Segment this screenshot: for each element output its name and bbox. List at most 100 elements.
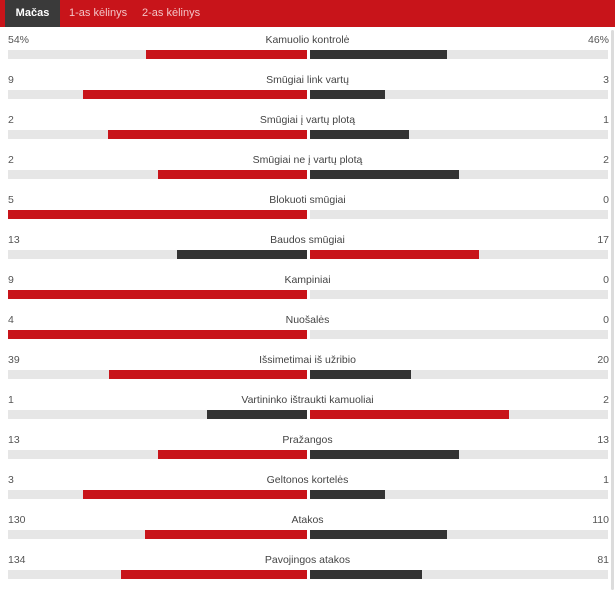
scrollbar[interactable] — [611, 30, 614, 590]
away-value: 13 — [597, 434, 609, 446]
away-value: 17 — [597, 234, 609, 246]
away-bar — [310, 370, 412, 379]
stat-row: 5 Blokuoti smūgiai 0 — [0, 187, 615, 227]
home-bar — [8, 290, 307, 299]
home-bar — [82, 90, 307, 99]
away-bar-track — [310, 530, 608, 539]
away-value: 46% — [587, 34, 609, 46]
away-value: 2 — [603, 154, 609, 166]
home-bar-track — [8, 410, 307, 419]
home-value: 5 — [8, 194, 14, 206]
away-bar — [310, 410, 509, 419]
home-bar-track — [8, 570, 307, 579]
home-bar — [177, 250, 307, 259]
away-bar-track — [310, 130, 608, 139]
away-bar-track — [310, 290, 608, 299]
away-bar-track — [310, 450, 608, 459]
tab-first-half[interactable]: 1-as kėlinys — [69, 7, 128, 19]
stat-label: Kampiniai — [284, 274, 331, 286]
home-bar — [109, 370, 307, 379]
home-bar-track — [8, 290, 307, 299]
away-bar-track — [310, 490, 608, 499]
home-bar — [82, 490, 307, 499]
home-value: 4 — [8, 314, 14, 326]
stat-row: 1 Vartininko ištraukti kamuoliai 2 — [0, 387, 615, 427]
stat-row: 13 Baudos smūgiai 17 — [0, 227, 615, 267]
stat-label: Pražangos — [282, 434, 333, 446]
away-bar-track — [310, 330, 608, 339]
away-bar — [310, 250, 479, 259]
stat-row: 9 Smūgiai link vartų 3 — [0, 67, 615, 107]
stat-row: 3 Geltonos kortelės 1 — [0, 467, 615, 507]
stat-label: Baudos smūgiai — [270, 234, 345, 246]
stat-label: Kamuolio kontrolė — [265, 34, 350, 46]
stat-label: Nuošalės — [285, 314, 330, 326]
away-value: 2 — [603, 394, 609, 406]
away-value: 0 — [603, 274, 609, 286]
home-value: 2 — [8, 154, 14, 166]
stat-row: 54% Kamuolio kontrolė 46% — [0, 27, 615, 67]
away-bar-track — [310, 570, 608, 579]
home-bar-track — [8, 170, 307, 179]
away-value: 81 — [597, 554, 609, 566]
home-value: 2 — [8, 114, 14, 126]
stat-label: Pavojingos atakos — [264, 554, 351, 566]
home-value: 3 — [8, 474, 14, 486]
away-value: 1 — [603, 114, 609, 126]
home-bar — [107, 130, 307, 139]
stat-row: 134 Pavojingos atakos 81 — [0, 547, 615, 587]
home-bar-track — [8, 130, 307, 139]
home-value: 1 — [8, 394, 14, 406]
home-bar-track — [8, 90, 307, 99]
away-value: 20 — [597, 354, 609, 366]
stat-row: 9 Kampiniai 0 — [0, 267, 615, 307]
stat-label: Atakos — [291, 514, 324, 526]
stat-row: 2 Smūgiai į vartų plotą 1 — [0, 107, 615, 147]
home-bar-track — [8, 250, 307, 259]
home-bar-track — [8, 210, 307, 219]
away-bar-track — [310, 170, 608, 179]
away-bar-track — [310, 370, 608, 379]
home-value: 13 — [8, 434, 20, 446]
away-bar — [310, 490, 385, 499]
stat-label: Išsimetimai iš užribio — [259, 354, 356, 366]
tab-match[interactable]: Mačas — [5, 0, 60, 27]
stat-label: Blokuoti smūgiai — [269, 194, 346, 206]
stat-row: 13 Pražangos 13 — [0, 427, 615, 467]
home-bar — [8, 330, 307, 339]
home-bar-track — [8, 370, 307, 379]
away-value: 0 — [603, 194, 609, 206]
home-bar-track — [8, 530, 307, 539]
home-bar-track — [8, 50, 307, 59]
home-bar — [157, 170, 307, 179]
tab-second-half[interactable]: 2-as kėlinys — [142, 7, 201, 19]
home-value: 54% — [8, 34, 30, 46]
home-bar — [8, 210, 307, 219]
home-value: 39 — [8, 354, 20, 366]
home-bar — [207, 410, 307, 419]
stat-row: 2 Smūgiai ne į vartų plotą 2 — [0, 147, 615, 187]
away-bar — [310, 90, 385, 99]
away-bar — [310, 50, 448, 59]
stat-label: Smūgiai ne į vartų plotą — [252, 154, 363, 166]
stat-label: Geltonos kortelės — [266, 474, 349, 486]
away-value: 1 — [603, 474, 609, 486]
home-bar — [145, 530, 307, 539]
home-bar-track — [8, 330, 307, 339]
away-bar — [310, 130, 410, 139]
stat-label: Smūgiai į vartų plotą — [259, 114, 356, 126]
stat-label: Smūgiai link vartų — [266, 74, 349, 86]
home-value: 134 — [8, 554, 26, 566]
stat-row: 4 Nuošalės 0 — [0, 307, 615, 347]
home-bar — [157, 450, 307, 459]
away-bar — [310, 450, 459, 459]
away-bar — [310, 530, 447, 539]
away-bar-track — [310, 210, 608, 219]
home-bar-track — [8, 490, 307, 499]
home-bar — [120, 570, 307, 579]
stat-row: 39 Išsimetimai iš užribio 20 — [0, 347, 615, 387]
home-value: 9 — [8, 274, 14, 286]
period-tabs: Mačas 1-as kėlinys 2-as kėlinys — [0, 0, 615, 27]
away-bar-track — [310, 50, 608, 59]
away-bar — [310, 170, 459, 179]
